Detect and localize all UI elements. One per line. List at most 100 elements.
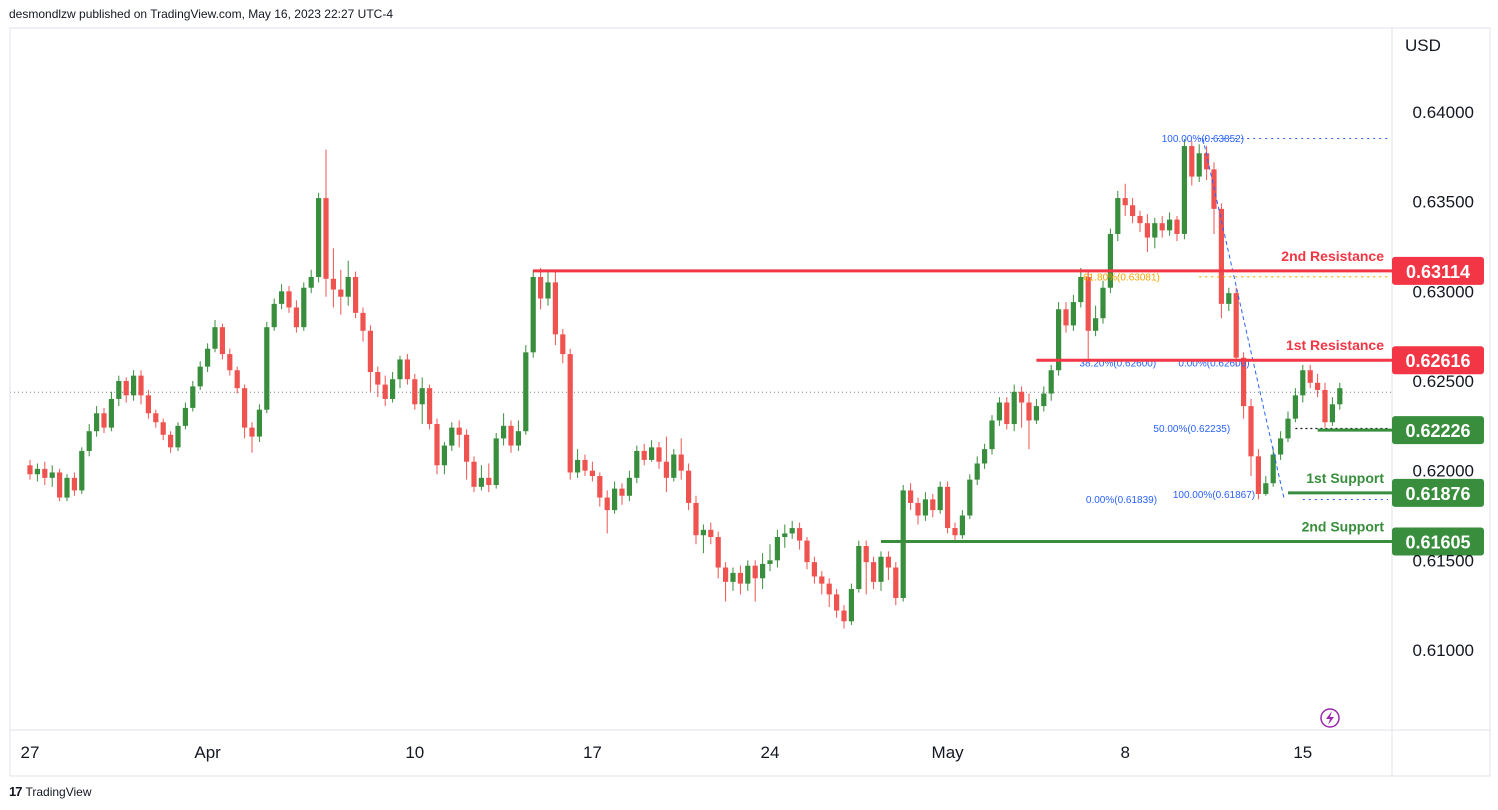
candle — [419, 377, 425, 425]
axis-frame — [9, 27, 1491, 777]
candle-body — [242, 388, 248, 428]
fib-level-label: 61.80%(0.63081) — [1083, 272, 1160, 283]
candle — [597, 472, 603, 507]
price-tick-label: 0.64000 — [1413, 103, 1474, 122]
price-tick-label: 0.62000 — [1413, 462, 1474, 481]
lightning-icon[interactable] — [1320, 708, 1340, 728]
candle-body — [1322, 389, 1328, 423]
candle — [64, 474, 70, 502]
candle — [330, 248, 336, 308]
candle-body — [1285, 418, 1291, 439]
candle — [700, 524, 706, 554]
level-badge — [1392, 416, 1484, 445]
candle — [1041, 386, 1047, 412]
candle-body — [774, 537, 780, 561]
candle — [789, 520, 795, 539]
price-axis[interactable]: USD0.610000.615000.620000.625000.630000.… — [1405, 36, 1474, 660]
candle — [1226, 287, 1232, 312]
candle-body — [930, 499, 936, 511]
candle — [641, 443, 647, 466]
candles — [27, 138, 1343, 629]
candle-body — [745, 565, 751, 584]
candle-body — [1174, 219, 1180, 234]
candle-body — [1263, 483, 1269, 494]
candle-body — [575, 459, 581, 473]
candle — [138, 370, 144, 405]
candle-body — [1255, 456, 1261, 494]
candle — [1078, 268, 1084, 308]
candle — [863, 540, 869, 595]
candle-body — [797, 528, 803, 541]
candle-body — [1048, 370, 1054, 394]
candle-body — [182, 407, 188, 426]
candle — [404, 354, 410, 385]
candle — [57, 468, 63, 502]
candle — [959, 510, 965, 539]
candle-body — [471, 461, 477, 487]
candle — [1181, 138, 1187, 240]
candle — [930, 493, 936, 518]
candle — [1122, 183, 1128, 217]
candle-body — [945, 486, 951, 529]
time-tick-label: 10 — [405, 743, 424, 762]
fib-level-label: 38.20%(0.62600) — [1079, 359, 1156, 370]
candle — [589, 461, 595, 482]
candle-body — [567, 354, 573, 473]
candle-body — [1233, 293, 1239, 358]
level: 2nd Support 0.61605 — [881, 519, 1484, 556]
candle-body — [27, 465, 33, 475]
candle — [885, 551, 891, 581]
candle — [752, 560, 758, 602]
candle-body — [427, 388, 433, 425]
candle — [397, 355, 403, 389]
candle-body — [1093, 318, 1099, 331]
candle-body — [582, 459, 588, 471]
candle — [1211, 162, 1217, 234]
candle — [79, 447, 85, 494]
candle-body — [619, 488, 625, 496]
candle-body — [419, 388, 425, 405]
candle-body — [885, 556, 891, 568]
candle — [1070, 294, 1076, 331]
candle — [575, 449, 581, 478]
candle — [49, 465, 55, 487]
candle — [234, 366, 240, 394]
candle — [908, 483, 914, 511]
level-badge — [1392, 527, 1484, 556]
candle — [116, 375, 122, 407]
candle — [145, 389, 151, 419]
candle — [242, 384, 248, 439]
candle — [42, 461, 48, 486]
candle-body — [308, 276, 314, 288]
candle — [301, 282, 307, 331]
candle-body — [1033, 406, 1039, 421]
candle-body — [71, 477, 77, 491]
candle-body — [190, 386, 196, 408]
candle — [1174, 216, 1180, 242]
candle — [323, 149, 329, 297]
candle — [256, 404, 262, 442]
candle — [471, 456, 477, 493]
time-axis[interactable]: 27 Apr 10 17 24 May 8 15 — [21, 743, 1313, 762]
time-tick-label: May — [932, 743, 965, 762]
candle — [945, 481, 951, 534]
candle — [982, 443, 988, 469]
candle-body — [1085, 276, 1091, 331]
candle — [249, 422, 255, 453]
candle-body — [1241, 357, 1247, 407]
candle — [782, 524, 788, 548]
candle-body — [330, 278, 336, 290]
candle — [612, 481, 618, 514]
candle-body — [878, 556, 884, 582]
candle-body — [367, 330, 373, 373]
candle — [197, 361, 203, 390]
candle-body — [1292, 395, 1298, 419]
candle-body — [826, 583, 832, 595]
publish-info: desmondlzw published on TradingView.com,… — [9, 7, 393, 21]
candle-body — [79, 450, 85, 491]
candle — [671, 449, 677, 482]
candle-body — [138, 375, 144, 396]
candle-body — [952, 528, 958, 536]
candle — [834, 589, 840, 618]
